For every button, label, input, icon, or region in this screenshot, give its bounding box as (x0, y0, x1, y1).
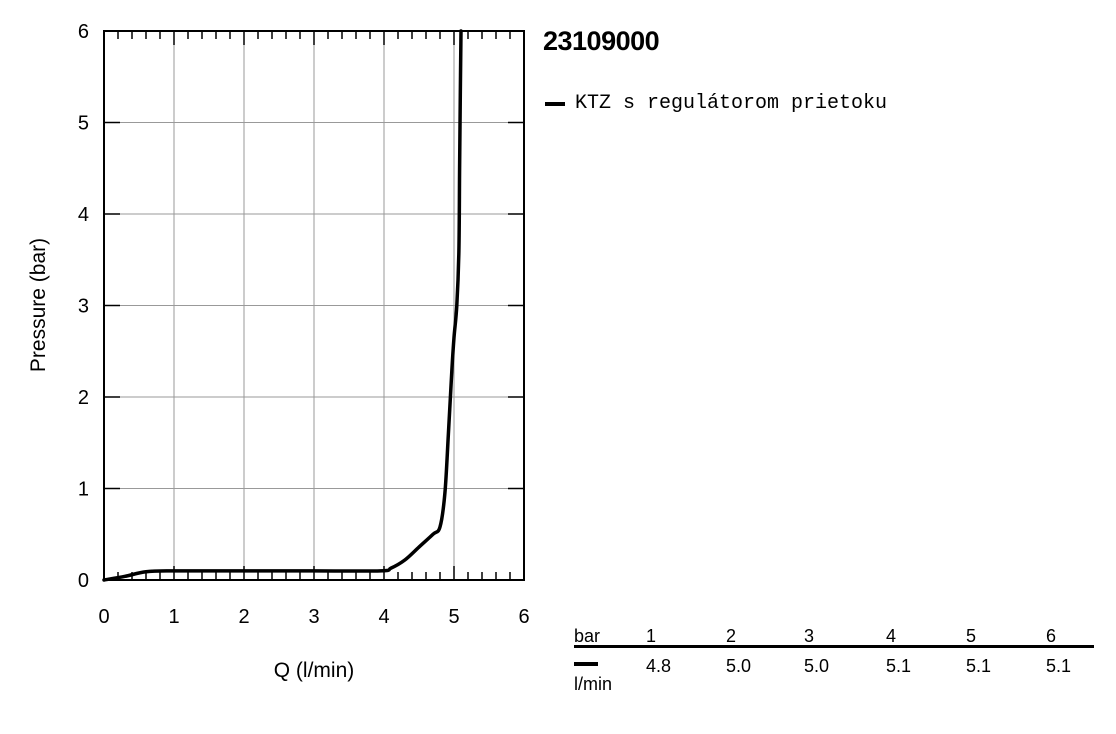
pressure-value: 5 (966, 626, 977, 646)
y-tick-label: 4 (78, 204, 89, 226)
y-tick-label: 1 (78, 479, 89, 501)
flow-unit-label: l/min (574, 674, 613, 694)
flow-value: 5.1 (886, 656, 912, 676)
x-axis-title: Q (l/min) (274, 659, 355, 682)
pressure-value: 6 (1046, 626, 1057, 646)
y-tick-label: 3 (78, 296, 89, 318)
pressure-value: 4 (886, 626, 897, 646)
series-line-ktz (102, 29, 463, 582)
pressure-value: 3 (804, 626, 815, 646)
plot-frame (103, 30, 525, 581)
legend-swatch (545, 101, 565, 106)
x-tick-label: 5 (448, 606, 459, 628)
y-tick-label: 0 (78, 570, 89, 592)
pressure-unit-label: bar (574, 626, 601, 646)
chart-grid (104, 31, 524, 580)
y-axis-title: Pressure (bar) (27, 238, 50, 372)
y-tick-label: 2 (78, 387, 89, 409)
y-tick-label: 5 (78, 113, 89, 135)
table-series-swatch (574, 662, 598, 666)
tick-labels: 0 1 2 3 4 5 6 0 1 2 3 4 5 6 (78, 21, 530, 628)
pressure-value: 2 (726, 626, 737, 646)
x-tick-label: 2 (238, 606, 249, 628)
flow-value: 5.0 (804, 656, 830, 676)
x-tick-label: 1 (168, 606, 179, 628)
legend-label: KTZ s regulátorom prietoku (575, 92, 888, 115)
chart-legend: KTZ s regulátorom prietoku (545, 92, 887, 115)
flow-value: 5.1 (966, 656, 992, 676)
pressure-flow-chart: 0 1 2 3 4 5 6 0 1 2 3 4 5 6 Q (l/min) Pressure (bar) (27, 21, 530, 682)
x-tick-label: 4 (378, 606, 389, 628)
pressure-value: 1 (646, 626, 657, 646)
table-divider (574, 645, 1094, 648)
y-tick-label: 6 (78, 21, 89, 43)
x-tick-label: 3 (308, 606, 319, 628)
x-tick-label: 0 (98, 606, 109, 628)
flow-value: 5.0 (726, 656, 752, 676)
product-id-heading: 23109000 (543, 26, 660, 56)
x-tick-label: 6 (518, 606, 529, 628)
flow-value: 5.1 (1046, 656, 1072, 676)
flow-value: 4.8 (646, 656, 672, 676)
